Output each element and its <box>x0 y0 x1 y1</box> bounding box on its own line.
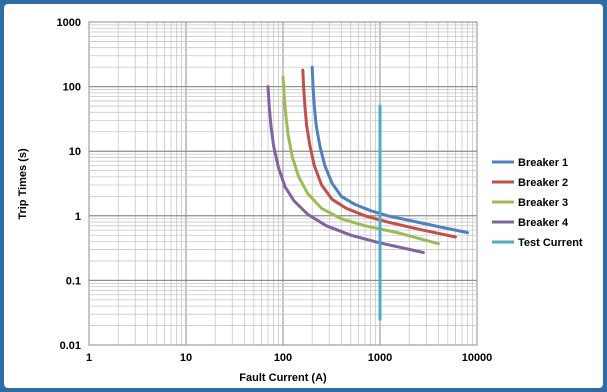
series-line-breaker-3 <box>281 75 440 246</box>
tick-labels: 1 10 100 1000 10000 0.01 0.1 1 10 100 1000 <box>57 17 493 364</box>
legend-label: Breaker 2 <box>518 177 568 189</box>
y-axis-title: Trip Times (s) <box>17 148 29 220</box>
y-tick-label: 0.01 <box>60 340 81 352</box>
legend-label: Test Current <box>518 237 583 249</box>
x-tick-label: 1000 <box>368 352 392 364</box>
x-axis-title: Fault Current (A) <box>239 372 327 384</box>
chart-frame: 1 10 100 1000 10000 0.01 0.1 1 10 100 1000 Fault C… <box>4 4 603 388</box>
y-tick-label: 1000 <box>57 17 81 29</box>
x-tick-label: 10000 <box>462 352 493 364</box>
legend-label: Breaker 1 <box>518 157 568 169</box>
y-tick-label: 100 <box>63 82 81 94</box>
legend: Breaker 1 Breaker 2 Breaker 3 Breaker 4 Test… <box>492 157 583 249</box>
x-tick-label: 100 <box>274 352 292 364</box>
y-tick-label: 1 <box>75 211 81 223</box>
series-line-breaker-2 <box>301 68 457 239</box>
series-line-breaker-4 <box>266 85 425 254</box>
x-tick-label: 10 <box>180 352 192 364</box>
y-tick-label: 10 <box>69 146 81 158</box>
grid <box>88 21 478 346</box>
legend-label: Breaker 4 <box>518 217 569 229</box>
fault-current-chart: 1 10 100 1000 10000 0.01 0.1 1 10 100 1000 Fault C… <box>17 17 583 384</box>
series-line-breaker-1 <box>310 65 470 235</box>
legend-label: Breaker 3 <box>518 197 568 209</box>
series-layer <box>266 65 470 321</box>
y-tick-label: 0.1 <box>66 275 81 287</box>
x-tick-label: 1 <box>86 352 92 364</box>
